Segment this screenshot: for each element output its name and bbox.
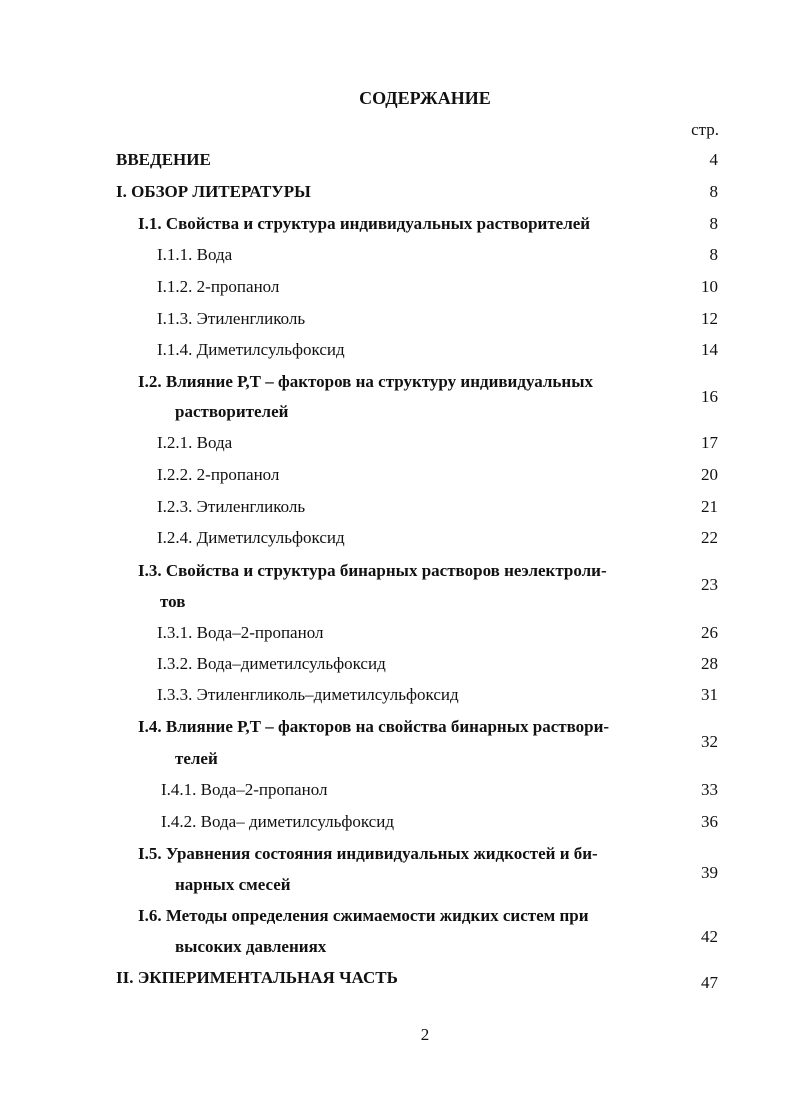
toc-entry-title: I.1.1. Вода [157,245,233,264]
toc-entry-page: 10 [701,277,718,296]
toc-entry-page: 16 [701,387,718,406]
toc-entry-title: I.3. Свойства и структура бинарных раств… [138,561,607,580]
toc-entry-page: 4 [709,150,719,169]
page-title: СОДЕРЖАНИЕ [359,88,491,108]
toc-entry-page: 8 [709,245,719,264]
toc-entry-title: ВВЕДЕНИЕ [116,150,211,169]
toc-entry-title: I.1.4. Диметилсульфоксид [157,340,345,359]
toc-entry-page: 33 [701,780,718,799]
toc-entry-page: 26 [701,623,718,642]
toc-entry-page: 8 [709,214,719,233]
toc-entry-page: 22 [701,528,718,547]
toc-entry-title: I.4.1. Вода–2-пропанол [161,780,328,799]
toc-entry-title: I.1. Свойства и структура индивидуальных… [138,214,591,233]
toc-entry-title-continued: нарных смесей [175,875,291,894]
toc-entry-title: I.2.4. Диметилсульфоксид [157,528,345,547]
toc-entry-title-continued: телей [175,749,218,768]
toc-entry-page: 8 [709,182,719,201]
toc-entry-title: II. ЭКПЕРИМЕНТАЛЬНАЯ ЧАСТЬ [116,968,398,987]
toc-entry-title: I.2. Влияние Р,Т – факторов на структуру… [138,372,593,391]
toc-entry-page: 21 [701,497,718,516]
toc-entry-title-continued: тов [160,592,186,611]
toc-entry-title: I.1.2. 2-пропанол [157,277,280,296]
toc-entry-title: I. ОБЗОР ЛИТЕРАТУРЫ [116,182,311,201]
toc-entry-title: I.2.1. Вода [157,433,233,452]
toc-entry-title: I.3.2. Вода–диметилсульфоксид [157,654,386,673]
toc-entry-title-continued: растворителей [175,402,289,421]
toc-entry-page: 42 [701,927,718,946]
toc-entry-title: I.1.3. Этиленгликоль [157,309,306,328]
toc-entry-page: 47 [701,973,718,992]
toc-entry-title: I.2.3. Этиленгликоль [157,497,306,516]
page-number: 2 [420,1025,430,1044]
toc-entry-page: 39 [701,863,718,882]
toc-entry-title: I.5. Уравнения состояния индивидуальных … [138,844,598,863]
toc-entry-page: 31 [701,685,718,704]
toc-entry-title: I.2.2. 2-пропанол [157,465,280,484]
toc-entry-title: I.3.1. Вода–2-пропанол [157,623,324,642]
toc-entry-title: I.6. Методы определения сжимаемости жидк… [138,906,589,925]
toc-entry-page: 28 [701,654,718,673]
page-column-header: стр. [691,120,719,139]
toc-entry-title: I.4. Влияние Р,Т – факторов на свойства … [138,717,610,736]
toc-entry-page: 12 [701,309,718,328]
toc-entry-title: I.3.3. Этиленгликоль–диметилсульфоксид [157,685,459,704]
toc-entry-page: 36 [701,812,718,831]
toc-entry-page: 23 [701,575,718,594]
toc-entry-page: 20 [701,465,718,484]
toc-entry-title: I.4.2. Вода– диметилсульфоксид [161,812,394,831]
toc-entry-page: 14 [701,340,718,359]
toc-entry-page: 32 [701,732,718,751]
toc-entry-title-continued: высоких давлениях [175,937,327,956]
toc-entry-page: 17 [701,433,718,452]
